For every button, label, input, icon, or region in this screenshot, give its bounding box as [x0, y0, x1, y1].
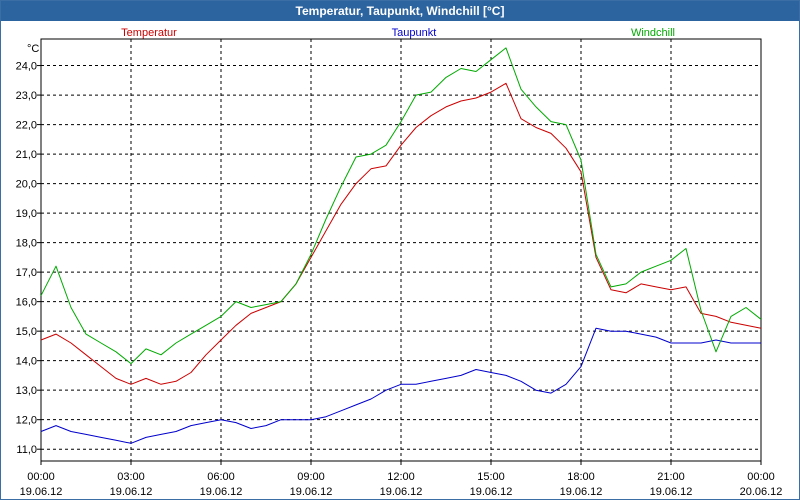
x-tick-time: 18:00 [567, 471, 595, 483]
y-tick-label: 17,0 [16, 267, 37, 279]
y-tick-label: 14,0 [16, 356, 37, 368]
x-tick-time: 21:00 [657, 471, 685, 483]
x-tick-date: 19.06.12 [380, 486, 423, 498]
y-tick-label: 13,0 [16, 385, 37, 397]
y-tick-label: 18,0 [16, 238, 37, 250]
x-tick-date: 19.06.12 [110, 486, 153, 498]
x-tick-date: 19.06.12 [200, 486, 243, 498]
x-tick-time: 15:00 [477, 471, 505, 483]
y-tick-label: 23,0 [16, 90, 37, 102]
x-tick-date: 19.06.12 [290, 486, 333, 498]
x-tick-labels: 00:00 19.06.12 03:00 19.06.12 06:00 19.06.12 0… [20, 461, 783, 498]
x-tick-time: 12:00 [387, 471, 415, 483]
x-tick-time: 03:00 [117, 471, 145, 483]
y-tick-label: 21,0 [16, 149, 37, 161]
y-tick-label: 22,0 [16, 120, 37, 132]
x-tick-date: 19.06.12 [560, 486, 603, 498]
x-tick-time: 09:00 [297, 471, 325, 483]
y-tick-label: 20,0 [16, 179, 37, 191]
x-tick-time: 06:00 [207, 471, 235, 483]
series-line-windchill [40, 47, 762, 365]
y-tick-label: 24,0 [16, 61, 37, 73]
x-tick-date: 20.06.12 [740, 486, 783, 498]
window-title: Temperatur, Taupunkt, Windchill [°C] [1, 1, 799, 21]
legend: Temperatur Taupunkt Windchill [121, 27, 675, 39]
x-tick-date: 19.06.12 [20, 486, 63, 498]
y-tick-label: 12,0 [16, 415, 37, 427]
legend-windchill: Windchill [631, 27, 675, 39]
x-tick-date: 19.06.12 [470, 486, 513, 498]
y-axis-label: °C [27, 43, 39, 55]
legend-taupunkt: Taupunkt [392, 27, 437, 39]
grid [41, 39, 761, 461]
y-tick-label: 16,0 [16, 297, 37, 309]
x-tick-time: 00:00 [747, 471, 775, 483]
y-tick-labels: 24,0 23,0 22,0 21,0 20,0 19,0 18,0 17,0 16,0 15,0… [16, 61, 41, 456]
y-tick-label: 15,0 [16, 326, 37, 338]
y-tick-label: 19,0 [16, 208, 37, 220]
x-tick-date: 19.06.12 [650, 486, 693, 498]
x-tick-time: 00:00 [27, 471, 55, 483]
series-line-taupunkt [40, 327, 761, 444]
legend-temperatur: Temperatur [121, 27, 177, 39]
series-line-temperatur [40, 82, 762, 385]
series-lines [40, 47, 762, 444]
y-tick-label: 11,0 [16, 444, 37, 456]
